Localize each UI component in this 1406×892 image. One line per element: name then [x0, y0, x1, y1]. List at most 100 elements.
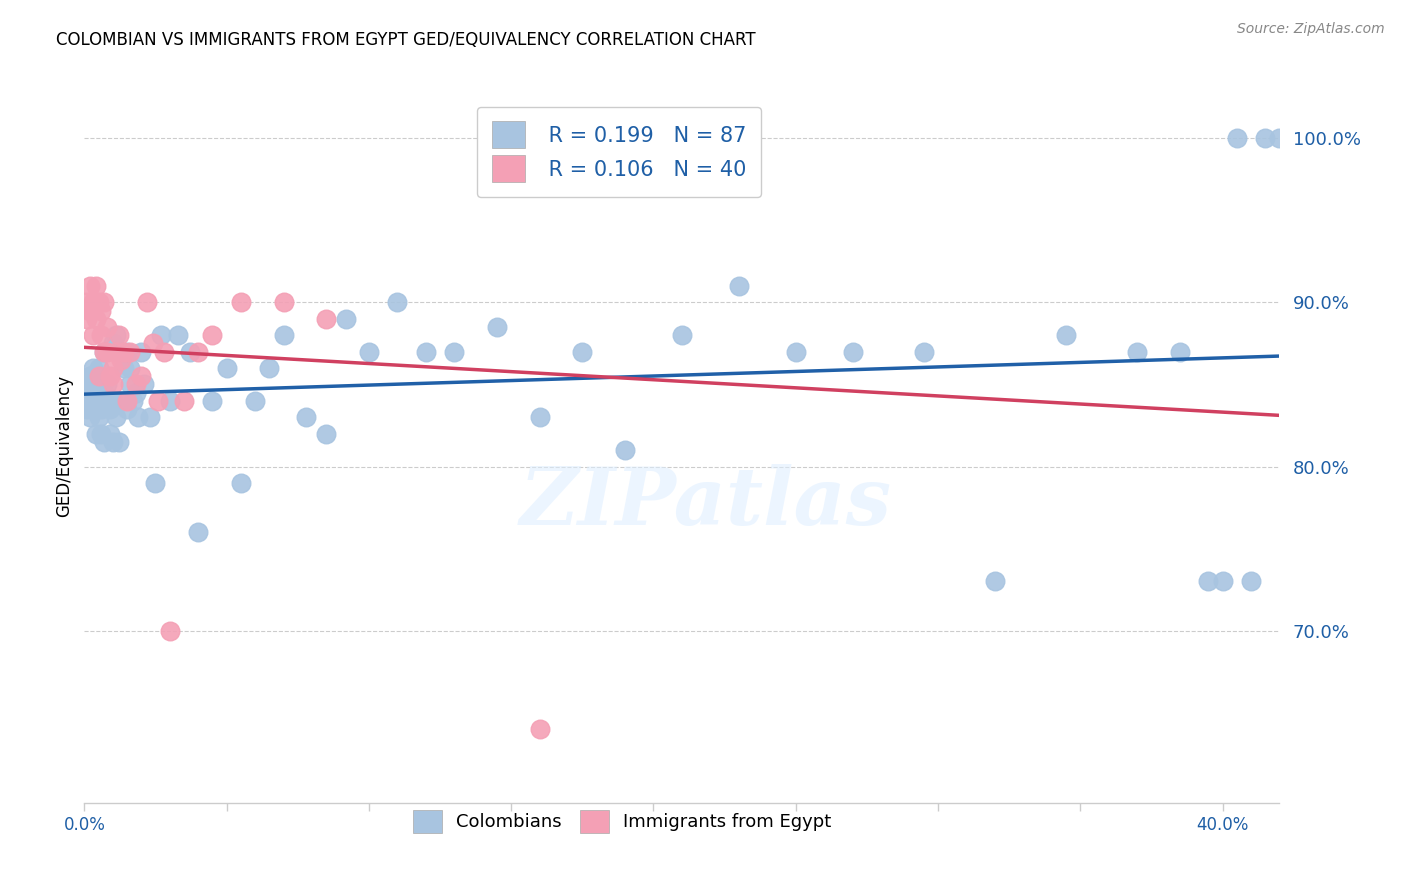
- Point: [229, 295, 252, 310]
- Point: [96, 344, 118, 359]
- Point: [98, 369, 121, 384]
- Point: [1226, 131, 1249, 145]
- Point: [335, 311, 357, 326]
- Point: [93, 344, 115, 359]
- Point: [142, 336, 165, 351]
- Point: [1054, 328, 1077, 343]
- Point: [79, 303, 101, 318]
- Point: [159, 393, 181, 408]
- Point: [101, 393, 124, 408]
- Point: [79, 369, 101, 384]
- Point: [76, 311, 98, 326]
- Point: [187, 525, 209, 540]
- Point: [87, 410, 110, 425]
- Point: [84, 402, 107, 417]
- Point: [229, 475, 252, 490]
- Point: [115, 393, 138, 408]
- Point: [84, 385, 107, 400]
- Point: [104, 410, 127, 425]
- Point: [107, 434, 129, 449]
- Point: [79, 279, 101, 293]
- Point: [90, 402, 112, 417]
- Point: [785, 344, 807, 359]
- Point: [179, 344, 201, 359]
- Point: [129, 369, 152, 384]
- Point: [124, 385, 146, 400]
- Point: [136, 295, 159, 310]
- Point: [215, 361, 238, 376]
- Point: [139, 410, 162, 425]
- Point: [104, 328, 127, 343]
- Point: [82, 402, 104, 417]
- Point: [110, 344, 132, 359]
- Point: [129, 344, 152, 359]
- Point: [243, 393, 266, 408]
- Point: [148, 393, 170, 408]
- Point: [98, 426, 121, 441]
- Point: [841, 344, 863, 359]
- Point: [115, 344, 138, 359]
- Point: [167, 328, 190, 343]
- Point: [727, 131, 749, 145]
- Point: [93, 295, 115, 310]
- Point: [145, 475, 167, 490]
- Point: [82, 361, 104, 376]
- Point: [571, 344, 593, 359]
- Point: [112, 344, 135, 359]
- Point: [84, 311, 107, 326]
- Text: Source: ZipAtlas.com: Source: ZipAtlas.com: [1237, 22, 1385, 37]
- Point: [101, 336, 124, 351]
- Point: [173, 393, 195, 408]
- Point: [84, 369, 107, 384]
- Point: [187, 344, 209, 359]
- Point: [529, 410, 551, 425]
- Point: [87, 377, 110, 392]
- Point: [273, 295, 295, 310]
- Point: [93, 434, 115, 449]
- Point: [273, 328, 295, 343]
- Point: [124, 377, 146, 392]
- Point: [76, 402, 98, 417]
- Point: [1197, 574, 1219, 589]
- Point: [153, 344, 176, 359]
- Y-axis label: GED/Equivalency: GED/Equivalency: [55, 375, 73, 517]
- Legend: Colombians, Immigrants from Egypt: Colombians, Immigrants from Egypt: [402, 799, 842, 844]
- Point: [84, 426, 107, 441]
- Point: [984, 574, 1007, 589]
- Point: [90, 303, 112, 318]
- Point: [110, 352, 132, 367]
- Point: [110, 393, 132, 408]
- Point: [1254, 131, 1277, 145]
- Point: [87, 393, 110, 408]
- Point: [107, 344, 129, 359]
- Point: [76, 295, 98, 310]
- Point: [87, 361, 110, 376]
- Point: [90, 393, 112, 408]
- Point: [1126, 344, 1149, 359]
- Point: [79, 410, 101, 425]
- Point: [295, 410, 318, 425]
- Point: [315, 311, 337, 326]
- Point: [79, 369, 101, 384]
- Point: [529, 722, 551, 736]
- Point: [82, 377, 104, 392]
- Point: [1168, 344, 1191, 359]
- Point: [93, 344, 115, 359]
- Point: [127, 410, 149, 425]
- Point: [159, 624, 181, 638]
- Point: [315, 426, 337, 441]
- Point: [84, 279, 107, 293]
- Point: [101, 377, 124, 392]
- Point: [1212, 574, 1234, 589]
- Point: [118, 377, 141, 392]
- Point: [443, 344, 465, 359]
- Point: [104, 344, 127, 359]
- Point: [96, 393, 118, 408]
- Point: [82, 295, 104, 310]
- Point: [96, 320, 118, 334]
- Point: [485, 320, 508, 334]
- Point: [121, 393, 143, 408]
- Point: [101, 361, 124, 376]
- Point: [76, 377, 98, 392]
- Point: [76, 385, 98, 400]
